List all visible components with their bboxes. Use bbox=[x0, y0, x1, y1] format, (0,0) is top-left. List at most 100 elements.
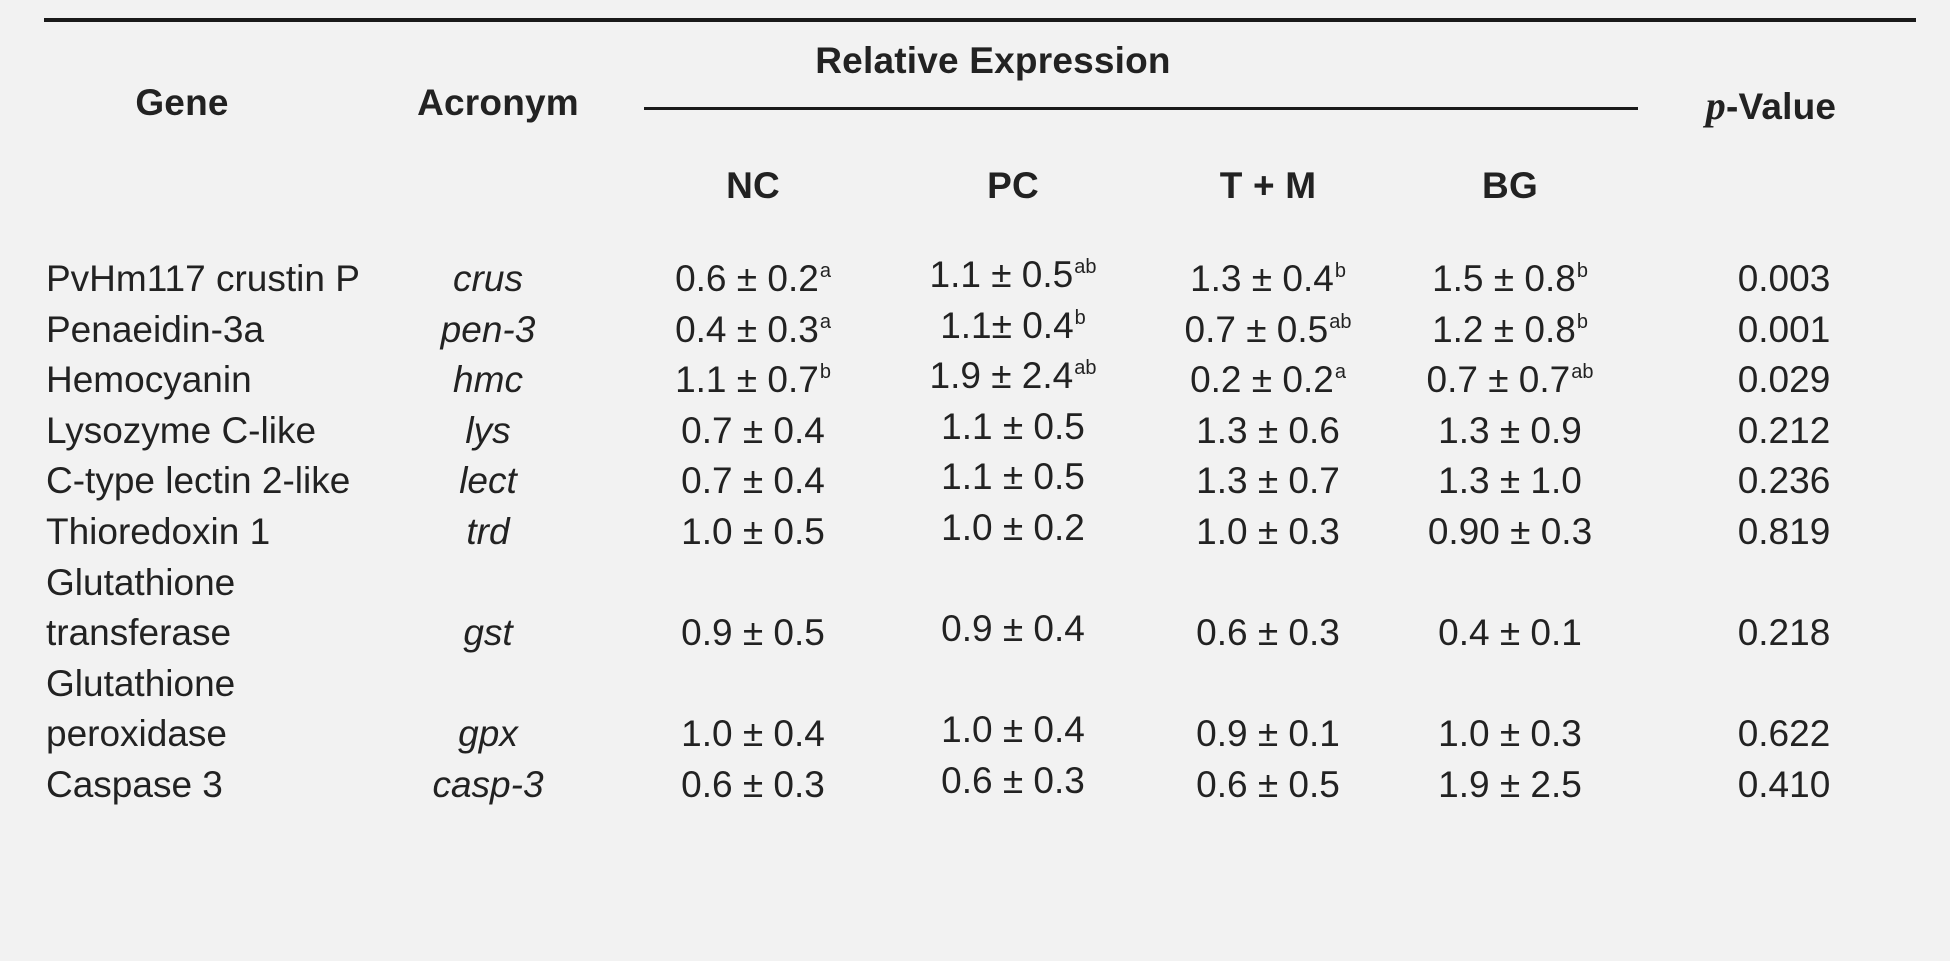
value-text: 1.1 ± 0.5 bbox=[929, 254, 1074, 295]
p-value: 0.029 bbox=[1737, 359, 1831, 401]
expression-value: 0.90 ± 0.3 bbox=[1428, 511, 1592, 553]
expression-value: 1.2 ± 0.8b bbox=[1432, 309, 1588, 351]
value-text: 0.4 ± 0.3 bbox=[675, 308, 819, 350]
value-text: 1.3 ± 0.9 bbox=[1438, 409, 1582, 451]
p-value: 0.622 bbox=[1737, 713, 1831, 755]
expression-value: 1.0 ± 0.3 bbox=[1438, 713, 1582, 755]
expression-value: 0.6 ± 0.3 bbox=[941, 760, 1085, 802]
expression-value: 0.6 ± 0.3 bbox=[681, 764, 825, 806]
expression-value: 0.7 ± 0.7ab bbox=[1427, 359, 1594, 401]
gene-acronym: crus bbox=[453, 258, 523, 299]
value-text: 0.6 ± 0.3 bbox=[941, 760, 1085, 801]
value-text: 0.6 ± 0.3 bbox=[1196, 612, 1340, 654]
gene-acronym: casp-3 bbox=[432, 764, 544, 805]
p-value: 0.212 bbox=[1737, 409, 1831, 451]
gene-name: Hemocyanin bbox=[46, 359, 252, 401]
gene-name: Lysozyme C-like bbox=[46, 409, 317, 451]
value-text: 1.3 ± 0.4 bbox=[1190, 258, 1334, 299]
significance-letter: ab bbox=[1571, 361, 1594, 384]
header-group-nc: NC bbox=[726, 165, 780, 206]
expression-value: 1.1 ± 0.5 bbox=[941, 406, 1085, 448]
gene-acronym: lys bbox=[465, 409, 511, 451]
value-text: 0.6 ± 0.2 bbox=[675, 258, 819, 299]
value-text: 0.6 ± 0.5 bbox=[1196, 764, 1340, 805]
relative-expression-rule bbox=[644, 107, 1638, 110]
value-text: 0.7 ± 0.5 bbox=[1184, 308, 1329, 350]
gene-name: C-type lectin 2-like bbox=[46, 460, 351, 502]
p-value: 0.819 bbox=[1737, 511, 1831, 552]
header-group-tm: T + M bbox=[1219, 165, 1317, 206]
gene-acronym: pen-3 bbox=[440, 308, 536, 350]
expression-value: 1.9 ± 2.4ab bbox=[930, 355, 1097, 397]
p-value: 0.003 bbox=[1737, 258, 1831, 299]
header-relative-expression: Relative Expression bbox=[815, 40, 1171, 81]
value-text: 1.1 ± 0.7 bbox=[675, 359, 819, 401]
significance-letter: a bbox=[1334, 361, 1346, 384]
significance-letter: ab bbox=[1074, 357, 1097, 380]
expression-value: 0.7 ± 0.4 bbox=[681, 460, 825, 502]
expression-value: 1.5 ± 0.8b bbox=[1432, 258, 1588, 300]
value-text: 0.7 ± 0.4 bbox=[681, 409, 825, 451]
header-group-pc: PC bbox=[987, 165, 1039, 206]
value-text: 1.3 ± 0.7 bbox=[1196, 460, 1340, 502]
expression-value: 1.0 ± 0.4 bbox=[941, 709, 1085, 751]
value-text: 1.9 ± 2.4 bbox=[929, 355, 1074, 397]
significance-letter: a bbox=[819, 260, 831, 282]
value-text: 1.5 ± 0.8 bbox=[1432, 258, 1576, 299]
gene-acronym: gpx bbox=[458, 713, 518, 755]
expression-value: 1.0 ± 0.4 bbox=[681, 713, 825, 755]
p-value: 0.001 bbox=[1737, 308, 1831, 350]
value-text: 0.9 ± 0.4 bbox=[941, 608, 1085, 650]
gene-acronym: lect bbox=[459, 460, 517, 502]
expression-value: 1.0 ± 0.2 bbox=[941, 507, 1085, 549]
value-text: 1.3 ± 0.6 bbox=[1196, 409, 1340, 451]
expression-value: 0.4 ± 0.3a bbox=[675, 309, 831, 351]
gene-name: Glutathione bbox=[46, 662, 236, 704]
gene-name: Thioredoxin 1 bbox=[46, 511, 271, 552]
expression-value: 1.1± 0.4b bbox=[940, 305, 1086, 347]
value-text: 0.9 ± 0.1 bbox=[1196, 713, 1340, 755]
expression-value: 1.3 ± 0.7 bbox=[1196, 460, 1340, 502]
gene-name: Glutathione bbox=[46, 561, 236, 603]
value-text: 1.1 ± 0.5 bbox=[941, 456, 1085, 498]
value-text: 1.3 ± 1.0 bbox=[1438, 460, 1582, 502]
value-text: 1.1± 0.4 bbox=[940, 304, 1074, 346]
gene-name: transferase bbox=[46, 612, 232, 654]
expression-value: 1.3 ± 0.4b bbox=[1190, 258, 1346, 300]
expression-value: 1.1 ± 0.7b bbox=[675, 359, 831, 401]
expression-value: 1.0 ± 0.5 bbox=[681, 511, 825, 553]
significance-letter: ab bbox=[1074, 256, 1097, 278]
p-value: 0.218 bbox=[1737, 612, 1831, 654]
value-text: 0.4 ± 0.1 bbox=[1438, 612, 1582, 654]
header-p-italic: p bbox=[1705, 83, 1726, 128]
gene-acronym: hmc bbox=[453, 359, 523, 401]
value-text: 1.0 ± 0.5 bbox=[681, 511, 825, 552]
value-text: 1.9 ± 2.5 bbox=[1438, 764, 1582, 805]
gene-acronym: trd bbox=[466, 511, 510, 552]
value-text: 0.90 ± 0.3 bbox=[1427, 511, 1593, 552]
value-text: 0.7 ± 0.7 bbox=[1426, 359, 1571, 401]
significance-letter: b bbox=[1576, 310, 1588, 333]
expression-value: 1.1 ± 0.5 bbox=[941, 456, 1085, 498]
gene-name: peroxidase bbox=[46, 713, 228, 755]
significance-letter: ab bbox=[1329, 310, 1352, 333]
expression-value: 0.7 ± 0.5ab bbox=[1185, 309, 1352, 351]
p-value: 0.410 bbox=[1737, 764, 1831, 805]
significance-letter: b bbox=[1576, 260, 1588, 282]
expression-value: 0.9 ± 0.4 bbox=[941, 608, 1085, 650]
expression-value: 0.9 ± 0.1 bbox=[1196, 713, 1340, 755]
expression-value: 1.9 ± 2.5 bbox=[1438, 764, 1582, 806]
header-acronym: Acronym bbox=[417, 82, 579, 123]
significance-letter: b bbox=[1334, 260, 1346, 282]
expression-value: 0.7 ± 0.4 bbox=[681, 410, 825, 452]
significance-letter: b bbox=[1074, 306, 1086, 329]
gene-acronym: gst bbox=[463, 612, 513, 654]
expression-value: 0.9 ± 0.5 bbox=[681, 612, 825, 654]
expression-value: 1.1 ± 0.5ab bbox=[930, 254, 1097, 296]
expression-value: 1.3 ± 0.6 bbox=[1196, 410, 1340, 452]
value-text: 1.0 ± 0.3 bbox=[1438, 713, 1582, 755]
value-text: 0.7 ± 0.4 bbox=[681, 460, 825, 502]
header-p-suffix: -Value bbox=[1726, 86, 1837, 127]
value-text: 1.0 ± 0.3 bbox=[1196, 511, 1340, 552]
value-text: 1.0 ± 0.2 bbox=[941, 507, 1085, 548]
